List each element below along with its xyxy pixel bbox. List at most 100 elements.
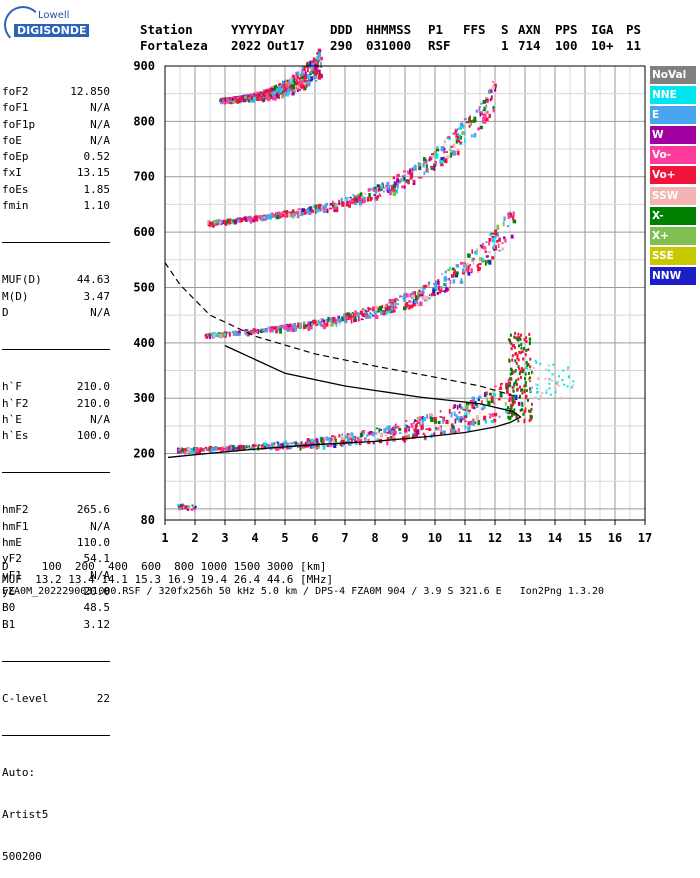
echo-point bbox=[522, 368, 525, 372]
echo-point bbox=[386, 431, 390, 434]
logo-digisonde: DIGISONDE bbox=[14, 24, 90, 37]
echo-point bbox=[403, 294, 406, 298]
echo-point bbox=[536, 387, 539, 390]
echo-point bbox=[490, 420, 495, 423]
echo-point bbox=[455, 139, 458, 144]
echo-point bbox=[322, 444, 326, 450]
x-tick-label: 16 bbox=[608, 531, 622, 545]
echo-point bbox=[314, 80, 318, 82]
echo-point bbox=[455, 128, 458, 132]
echo-point bbox=[404, 302, 408, 308]
echo-point bbox=[304, 324, 308, 328]
echo-point bbox=[519, 408, 522, 412]
echo-point bbox=[514, 369, 517, 373]
echo-point bbox=[423, 416, 427, 422]
echo-point bbox=[422, 157, 426, 162]
echo-point bbox=[472, 260, 475, 265]
echo-point bbox=[525, 336, 528, 340]
echo-point bbox=[416, 295, 419, 300]
echo-point bbox=[507, 213, 510, 220]
echo-point bbox=[400, 295, 403, 298]
echo-point bbox=[318, 52, 322, 57]
echo-point bbox=[548, 382, 551, 385]
echo-point bbox=[478, 395, 482, 399]
echo-point bbox=[525, 339, 528, 343]
echo-point bbox=[253, 444, 257, 447]
echo-point bbox=[408, 300, 412, 303]
param-key: foE bbox=[2, 133, 22, 147]
echo-point bbox=[346, 316, 350, 321]
echo-point bbox=[372, 187, 375, 192]
echo-point bbox=[322, 324, 326, 330]
echo-point bbox=[376, 195, 379, 201]
ionogram-chart: 1 2 3 4 5 6 7 8 9 10 11 12 13 14 15 16 17802003004005006… bbox=[133, 48, 652, 545]
echo-point bbox=[413, 428, 418, 433]
echo-point bbox=[231, 331, 235, 333]
echo-point bbox=[364, 438, 367, 442]
echo-point bbox=[377, 187, 380, 191]
echo-point bbox=[396, 174, 399, 179]
echo-point bbox=[349, 318, 352, 321]
echo-point bbox=[437, 420, 441, 425]
echo-point bbox=[530, 365, 533, 368]
param-key: h`Es bbox=[2, 429, 29, 443]
echo-point bbox=[390, 307, 394, 311]
echo-point bbox=[419, 301, 423, 307]
echo-point bbox=[384, 311, 387, 316]
echo-point bbox=[522, 357, 525, 361]
echo-point bbox=[246, 216, 250, 220]
echo-point bbox=[282, 210, 286, 213]
echo-point bbox=[364, 317, 368, 319]
echo-point bbox=[368, 307, 372, 310]
echo-point bbox=[443, 276, 447, 282]
echo-point bbox=[421, 419, 424, 425]
echo-point bbox=[467, 421, 471, 426]
echo-point bbox=[223, 448, 226, 450]
echo-point bbox=[253, 93, 256, 96]
echo-point bbox=[394, 304, 397, 308]
echo-point bbox=[528, 419, 531, 423]
echo-point bbox=[490, 95, 493, 100]
echo-point bbox=[494, 385, 497, 388]
y-tick-label: 400 bbox=[133, 336, 155, 350]
echo-point bbox=[310, 445, 313, 449]
echo-point bbox=[407, 179, 410, 185]
echo-point bbox=[281, 94, 284, 99]
echo-point bbox=[470, 402, 473, 406]
echo-point bbox=[334, 438, 337, 444]
echo-point bbox=[316, 52, 319, 55]
echo-point bbox=[468, 117, 470, 122]
echo-point bbox=[529, 414, 532, 418]
echo-point bbox=[246, 444, 249, 449]
echo-point bbox=[253, 96, 256, 101]
echo-point bbox=[313, 442, 317, 445]
echo-point bbox=[405, 293, 409, 298]
echo-point bbox=[441, 273, 443, 275]
echo-point bbox=[397, 173, 400, 178]
echo-point bbox=[273, 85, 277, 90]
echo-point bbox=[481, 258, 484, 262]
echo-point bbox=[460, 418, 463, 423]
echo-point bbox=[297, 213, 300, 217]
echo-point bbox=[449, 266, 451, 270]
echo-point bbox=[512, 399, 515, 403]
echo-point bbox=[234, 219, 238, 225]
echo-point bbox=[455, 416, 460, 421]
echo-point bbox=[285, 91, 290, 97]
echo-point bbox=[367, 308, 372, 311]
echo-point bbox=[487, 89, 491, 94]
param-key: hmF1 bbox=[2, 519, 29, 533]
echo-point bbox=[373, 194, 377, 196]
echo-point bbox=[443, 151, 447, 154]
echo-point bbox=[516, 383, 519, 387]
echo-point bbox=[360, 318, 364, 321]
echo-point bbox=[299, 89, 301, 91]
echo-point bbox=[259, 91, 263, 94]
echo-point bbox=[302, 321, 306, 327]
echo-point bbox=[277, 443, 279, 448]
echo-point bbox=[420, 293, 424, 297]
echo-point bbox=[460, 417, 463, 421]
echo-point bbox=[463, 117, 467, 121]
echo-point bbox=[375, 427, 379, 430]
echo-point bbox=[451, 427, 455, 433]
